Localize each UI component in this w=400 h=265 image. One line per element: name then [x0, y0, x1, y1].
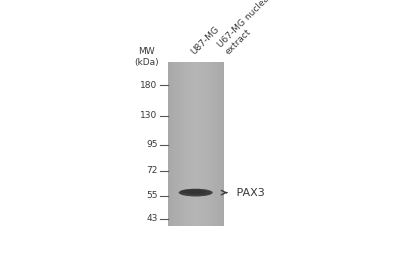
- Bar: [186, 63, 187, 226]
- Bar: [191, 63, 192, 226]
- Bar: [184, 63, 186, 226]
- Text: 95: 95: [146, 140, 158, 149]
- Bar: [170, 63, 172, 226]
- Bar: [194, 63, 195, 226]
- Bar: [183, 63, 184, 226]
- Text: 180: 180: [140, 81, 158, 90]
- Bar: [179, 63, 180, 226]
- Bar: [190, 63, 191, 226]
- Text: 55: 55: [146, 191, 158, 200]
- Bar: [205, 63, 206, 226]
- Bar: [221, 63, 222, 226]
- Bar: [180, 63, 181, 226]
- Bar: [220, 63, 221, 226]
- Bar: [206, 63, 207, 226]
- Bar: [192, 63, 193, 226]
- Bar: [216, 63, 217, 226]
- Text: PAX3: PAX3: [221, 188, 265, 198]
- Bar: [202, 63, 203, 226]
- Bar: [203, 63, 204, 226]
- Text: 130: 130: [140, 111, 158, 120]
- Bar: [177, 63, 178, 226]
- Bar: [218, 63, 219, 226]
- Bar: [210, 63, 212, 226]
- Bar: [182, 63, 183, 226]
- Text: MW
(kDa): MW (kDa): [134, 47, 158, 67]
- Bar: [195, 63, 196, 226]
- Bar: [201, 63, 202, 226]
- Ellipse shape: [188, 192, 207, 195]
- Bar: [188, 63, 189, 226]
- Bar: [175, 63, 176, 226]
- Bar: [207, 63, 208, 226]
- Bar: [168, 63, 224, 226]
- Bar: [178, 63, 179, 226]
- Bar: [215, 63, 216, 226]
- Bar: [174, 63, 175, 226]
- Bar: [187, 63, 188, 226]
- Bar: [173, 63, 174, 226]
- Text: U67-MG nuclear
extract: U67-MG nuclear extract: [216, 0, 281, 56]
- Ellipse shape: [180, 190, 211, 195]
- Ellipse shape: [179, 189, 213, 196]
- Bar: [223, 63, 224, 226]
- Bar: [172, 63, 173, 226]
- Bar: [209, 63, 210, 226]
- Bar: [213, 63, 214, 226]
- Bar: [181, 63, 182, 226]
- Bar: [217, 63, 218, 226]
- Bar: [168, 63, 169, 226]
- Bar: [212, 63, 213, 226]
- Bar: [169, 63, 170, 226]
- Text: 72: 72: [146, 166, 158, 175]
- Bar: [176, 63, 177, 226]
- Ellipse shape: [180, 189, 206, 193]
- Bar: [208, 63, 209, 226]
- Bar: [189, 63, 190, 226]
- Text: 43: 43: [146, 214, 158, 223]
- Bar: [197, 63, 198, 226]
- Bar: [198, 63, 200, 226]
- Bar: [222, 63, 223, 226]
- Bar: [204, 63, 205, 226]
- Bar: [214, 63, 215, 226]
- Bar: [193, 63, 194, 226]
- Bar: [200, 63, 201, 226]
- Bar: [219, 63, 220, 226]
- Bar: [196, 63, 197, 226]
- Text: U87-MG: U87-MG: [189, 24, 221, 56]
